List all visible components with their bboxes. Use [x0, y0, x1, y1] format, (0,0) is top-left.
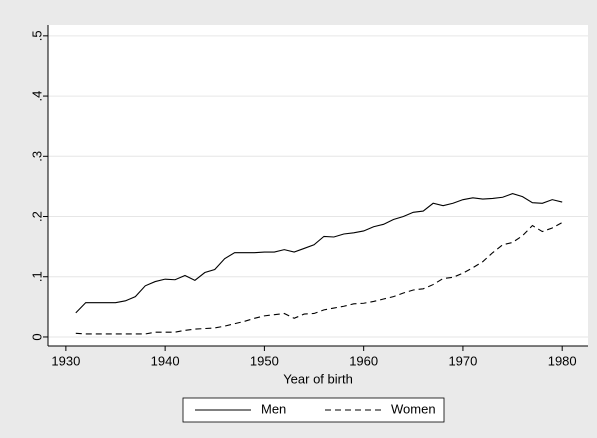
y-tick-label: 0 — [29, 333, 44, 340]
x-axis-title: Year of birth — [283, 371, 353, 386]
x-tick-label: 1960 — [349, 353, 378, 368]
x-tick-label: 1970 — [448, 353, 477, 368]
y-tick-label: .2 — [29, 211, 44, 222]
legend-label: Women — [391, 401, 436, 416]
y-tick-label: .4 — [29, 91, 44, 102]
x-tick-label: 1940 — [151, 353, 180, 368]
y-tick-label: .3 — [29, 151, 44, 162]
y-tick-label: .1 — [29, 271, 44, 282]
x-tick-label: 1950 — [250, 353, 279, 368]
x-tick-label: 1980 — [548, 353, 577, 368]
legend-label: Men — [261, 401, 286, 416]
y-tick-label: .5 — [29, 30, 44, 41]
series-line — [75, 193, 563, 314]
x-tick-label: 1930 — [51, 353, 80, 368]
plot-area — [48, 25, 588, 346]
series-line — [75, 222, 563, 335]
